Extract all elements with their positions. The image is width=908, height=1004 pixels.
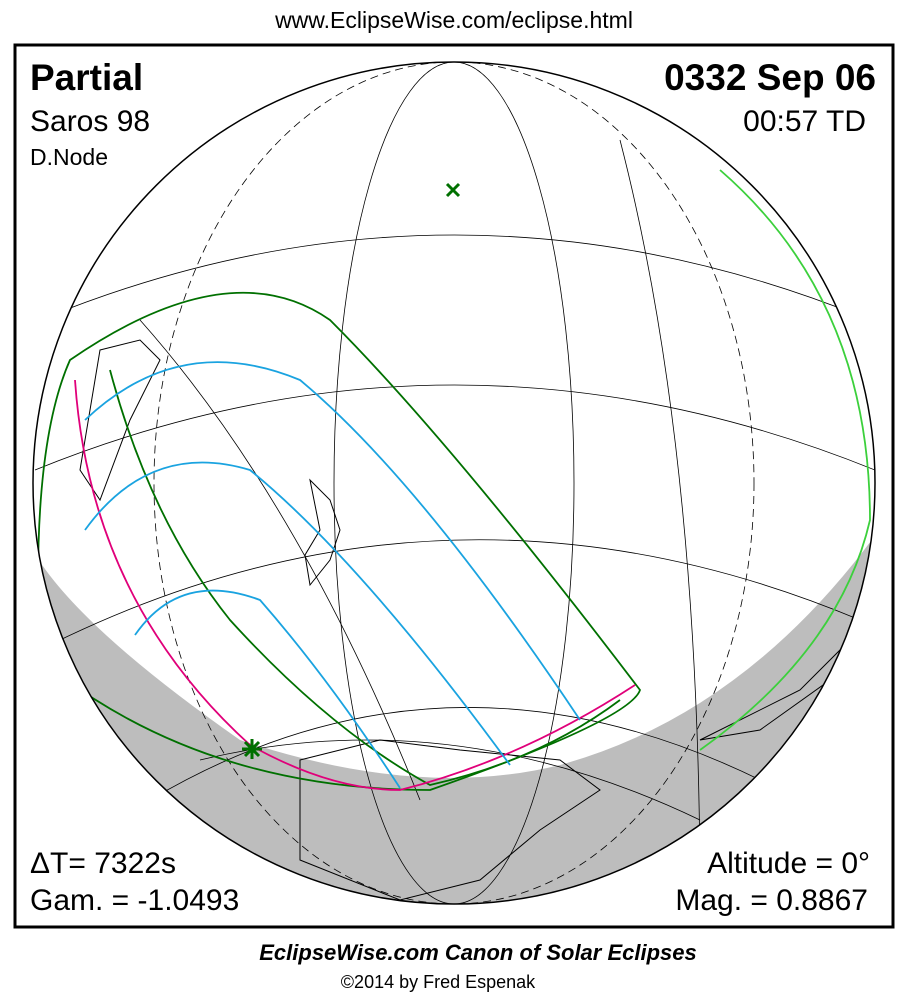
magnitude: Mag. = 0.8867 xyxy=(675,884,868,917)
delta-t: ΔT= 7322s xyxy=(30,847,176,880)
globe-outline xyxy=(32,61,876,905)
url: www.EclipseWise.com/eclipse.html xyxy=(274,7,633,33)
eclipse-type: Partial xyxy=(30,57,143,98)
time: 00:57 TD xyxy=(743,105,866,138)
copyright: ©2014 by Fred Espenak xyxy=(341,972,536,992)
globe-map xyxy=(33,62,875,904)
saros: Saros 98 xyxy=(30,105,150,138)
footer-title: EclipseWise.com Canon of Solar Eclipses xyxy=(259,940,697,965)
date: 0332 Sep 06 xyxy=(664,57,876,98)
node: D.Node xyxy=(30,144,108,170)
altitude: Altitude = 0° xyxy=(707,847,870,880)
subsolar-marker xyxy=(445,182,461,198)
greatest-eclipse-marker xyxy=(242,739,262,759)
gamma: Gam. = -1.0493 xyxy=(30,884,239,917)
